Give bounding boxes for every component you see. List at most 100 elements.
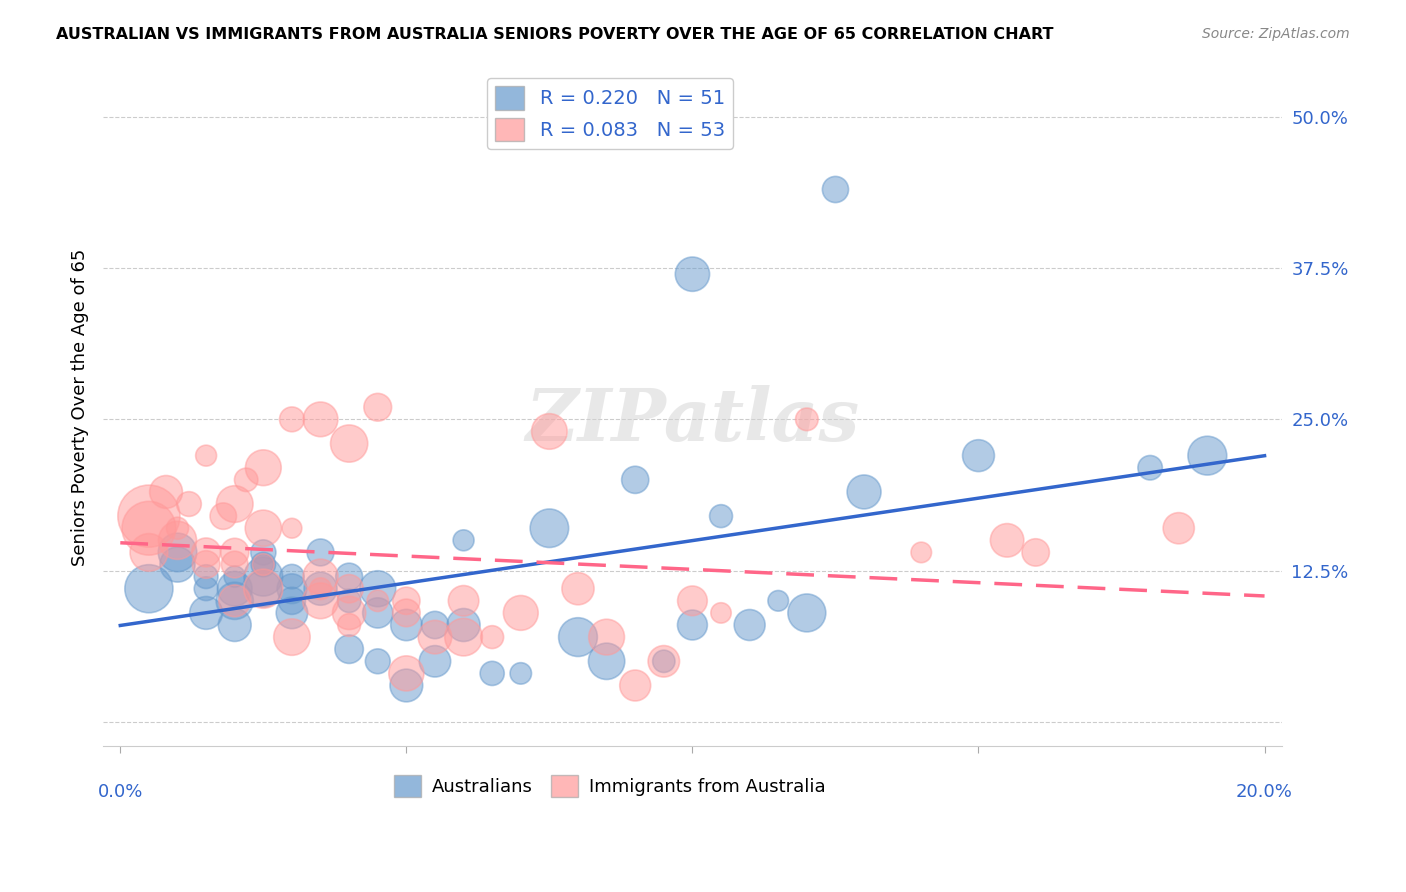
Australians: [138, 582, 160, 596]
Text: 20.0%: 20.0%: [1236, 783, 1294, 801]
Australians: [224, 594, 246, 608]
Australians: [652, 654, 675, 668]
Immigrants from Australia: [224, 497, 246, 511]
Immigrants from Australia: [138, 545, 160, 559]
Immigrants from Australia: [252, 582, 274, 596]
Immigrants from Australia: [252, 460, 274, 475]
Immigrants from Australia: [281, 630, 304, 644]
Immigrants from Australia: [910, 545, 932, 559]
Australians: [738, 618, 761, 632]
Immigrants from Australia: [138, 509, 160, 524]
Australians: [337, 594, 360, 608]
Immigrants from Australia: [166, 533, 188, 548]
Australians: [309, 545, 332, 559]
Immigrants from Australia: [224, 594, 246, 608]
Australians: [509, 666, 531, 681]
Australians: [681, 267, 703, 281]
Immigrants from Australia: [309, 569, 332, 583]
Immigrants from Australia: [224, 558, 246, 572]
Immigrants from Australia: [177, 497, 200, 511]
Immigrants from Australia: [224, 545, 246, 559]
Text: Source: ZipAtlas.com: Source: ZipAtlas.com: [1202, 27, 1350, 41]
Immigrants from Australia: [309, 582, 332, 596]
Immigrants from Australia: [309, 594, 332, 608]
Australians: [1139, 460, 1161, 475]
Australians: [309, 582, 332, 596]
Immigrants from Australia: [367, 401, 389, 415]
Immigrants from Australia: [595, 630, 617, 644]
Australians: [367, 582, 389, 596]
Australians: [195, 582, 218, 596]
Y-axis label: Seniors Poverty Over the Age of 65: Seniors Poverty Over the Age of 65: [72, 249, 89, 566]
Australians: [481, 666, 503, 681]
Immigrants from Australia: [453, 630, 475, 644]
Australians: [681, 618, 703, 632]
Australians: [224, 582, 246, 596]
Immigrants from Australia: [195, 558, 218, 572]
Text: ZIPatlas: ZIPatlas: [526, 385, 859, 457]
Immigrants from Australia: [567, 582, 589, 596]
Australians: [423, 618, 446, 632]
Immigrants from Australia: [1167, 521, 1189, 535]
Australians: [281, 582, 304, 596]
Immigrants from Australia: [138, 521, 160, 535]
Immigrants from Australia: [453, 594, 475, 608]
Immigrants from Australia: [367, 594, 389, 608]
Immigrants from Australia: [652, 654, 675, 668]
Australians: [768, 594, 790, 608]
Australians: [567, 630, 589, 644]
Text: 0.0%: 0.0%: [97, 783, 143, 801]
Immigrants from Australia: [155, 484, 177, 499]
Australians: [252, 545, 274, 559]
Australians: [423, 654, 446, 668]
Australians: [252, 569, 274, 583]
Australians: [252, 582, 274, 596]
Immigrants from Australia: [395, 594, 418, 608]
Immigrants from Australia: [423, 630, 446, 644]
Immigrants from Australia: [252, 558, 274, 572]
Immigrants from Australia: [166, 521, 188, 535]
Australians: [967, 449, 990, 463]
Immigrants from Australia: [337, 606, 360, 620]
Australians: [224, 569, 246, 583]
Australians: [796, 606, 818, 620]
Australians: [395, 618, 418, 632]
Australians: [166, 558, 188, 572]
Legend: Australians, Immigrants from Australia: Australians, Immigrants from Australia: [387, 768, 832, 805]
Immigrants from Australia: [1025, 545, 1047, 559]
Text: AUSTRALIAN VS IMMIGRANTS FROM AUSTRALIA SENIORS POVERTY OVER THE AGE OF 65 CORRE: AUSTRALIAN VS IMMIGRANTS FROM AUSTRALIA …: [56, 27, 1053, 42]
Immigrants from Australia: [195, 545, 218, 559]
Immigrants from Australia: [252, 521, 274, 535]
Australians: [624, 473, 647, 487]
Australians: [252, 558, 274, 572]
Immigrants from Australia: [481, 630, 503, 644]
Immigrants from Australia: [337, 582, 360, 596]
Australians: [337, 642, 360, 657]
Australians: [166, 545, 188, 559]
Immigrants from Australia: [337, 618, 360, 632]
Immigrants from Australia: [195, 449, 218, 463]
Australians: [853, 484, 876, 499]
Australians: [595, 654, 617, 668]
Immigrants from Australia: [309, 412, 332, 426]
Australians: [195, 606, 218, 620]
Australians: [453, 533, 475, 548]
Immigrants from Australia: [281, 521, 304, 535]
Australians: [538, 521, 561, 535]
Australians: [367, 654, 389, 668]
Australians: [281, 594, 304, 608]
Immigrants from Australia: [337, 436, 360, 450]
Immigrants from Australia: [395, 606, 418, 620]
Australians: [224, 618, 246, 632]
Immigrants from Australia: [281, 412, 304, 426]
Australians: [252, 558, 274, 572]
Immigrants from Australia: [796, 412, 818, 426]
Immigrants from Australia: [235, 473, 257, 487]
Immigrants from Australia: [212, 509, 235, 524]
Australians: [367, 606, 389, 620]
Australians: [710, 509, 733, 524]
Australians: [395, 678, 418, 692]
Immigrants from Australia: [681, 594, 703, 608]
Australians: [1197, 449, 1219, 463]
Australians: [337, 569, 360, 583]
